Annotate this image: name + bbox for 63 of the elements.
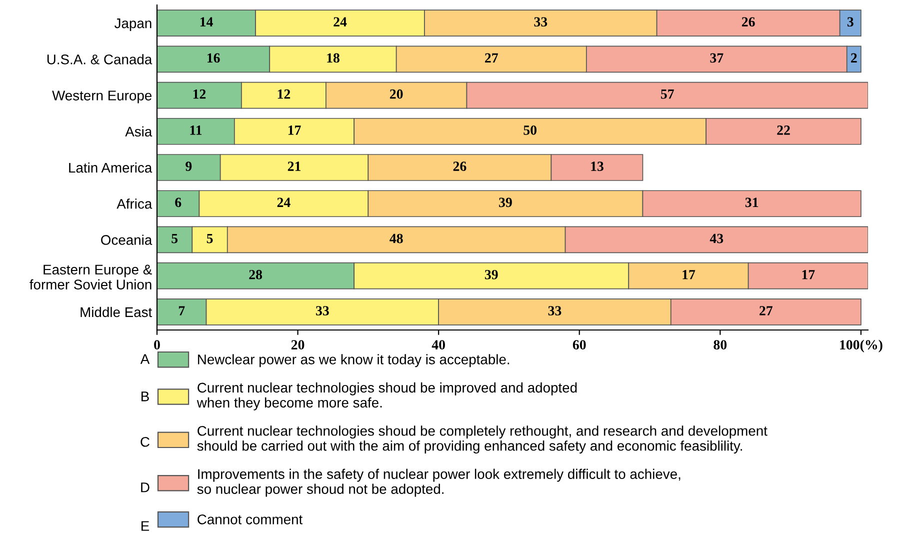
data-label: 24 xyxy=(334,17,347,26)
x-tick-label: 20 xyxy=(291,340,304,350)
y-tick-label: Eastern Europe & former Soviet Union xyxy=(30,264,152,290)
text: C xyxy=(140,436,150,447)
data-label: 6 xyxy=(175,198,182,208)
data-label: 17 xyxy=(682,270,696,280)
data-label: 31 xyxy=(745,198,758,208)
text: B xyxy=(142,392,149,402)
text: A xyxy=(140,354,150,364)
data-label: 16 xyxy=(207,53,220,63)
data-label: 18 xyxy=(327,53,340,63)
data-label: 12 xyxy=(278,89,290,99)
y-tick-label: Japan xyxy=(114,18,152,31)
x-tick-label: 40 xyxy=(432,340,445,350)
data-label: 22 xyxy=(777,126,790,135)
data-label: 48 xyxy=(390,234,403,244)
legend-label: Newclear power as we know it today is acceptable. xyxy=(198,354,510,368)
data-label: 5 xyxy=(206,234,213,244)
x-tick-label: 80 xyxy=(714,340,727,350)
data-label: 33 xyxy=(534,17,548,27)
data-label: 17 xyxy=(288,126,301,135)
text: D xyxy=(141,482,150,492)
data-label: 37 xyxy=(710,53,724,63)
data-label: 14 xyxy=(200,17,213,26)
y-tick-label: Oceania xyxy=(101,234,152,245)
data-label: 39 xyxy=(484,270,498,280)
data-label: 9 xyxy=(186,162,192,171)
x-tick-label: 100(%) xyxy=(840,340,882,352)
data-label: 28 xyxy=(249,270,262,280)
y-tick-label: Middle East xyxy=(80,306,152,318)
data-label: 13 xyxy=(591,162,604,171)
data-label: 50 xyxy=(524,125,537,135)
data-label: 20 xyxy=(390,89,403,99)
legend-label: Current nuclear technologies shoud be completely rethought, and research and development should be carried out with the aim of providing enhanced safety and economic feasiblility. xyxy=(197,426,768,454)
data-label: 26 xyxy=(453,162,466,171)
data-label: 39 xyxy=(499,198,512,208)
legend-label: Current nuclear technologies shoud be improved and adopted when they become more safe. xyxy=(196,382,577,410)
data-label: 27 xyxy=(760,306,773,316)
data-label: 43 xyxy=(710,234,724,244)
data-label: 57 xyxy=(660,90,674,99)
legend-label: Cannot comment xyxy=(198,514,303,524)
data-label: 33 xyxy=(548,306,562,316)
data-label: 7 xyxy=(178,306,185,316)
data-label: 2 xyxy=(851,53,857,63)
legend-label: Improvements in the safety of nuclear power look extremely difficult to achieve, so nuclear power shoud not be adopted. xyxy=(197,468,680,497)
y-tick-label: Africa xyxy=(116,198,152,209)
y-tick-label: Western Europe xyxy=(52,90,152,104)
data-label: 21 xyxy=(288,162,300,171)
y-tick-label: Latin America xyxy=(69,162,152,173)
x-tick-label: 60 xyxy=(572,340,586,350)
x-tick-label: 0 xyxy=(154,340,160,350)
data-label: 5 xyxy=(172,234,178,244)
y-tick-label: Asia xyxy=(125,126,152,137)
data-label: 17 xyxy=(802,270,815,280)
text: E xyxy=(142,521,150,531)
data-label: 27 xyxy=(485,53,498,63)
data-label: 33 xyxy=(316,306,329,316)
y-tick-label: U.S.A. & Canada xyxy=(47,54,152,64)
data-label: 11 xyxy=(190,126,202,135)
data-label: 12 xyxy=(193,89,206,99)
data-label: 24 xyxy=(277,198,290,207)
data-label: 3 xyxy=(847,17,854,27)
data-label: 26 xyxy=(742,17,755,27)
